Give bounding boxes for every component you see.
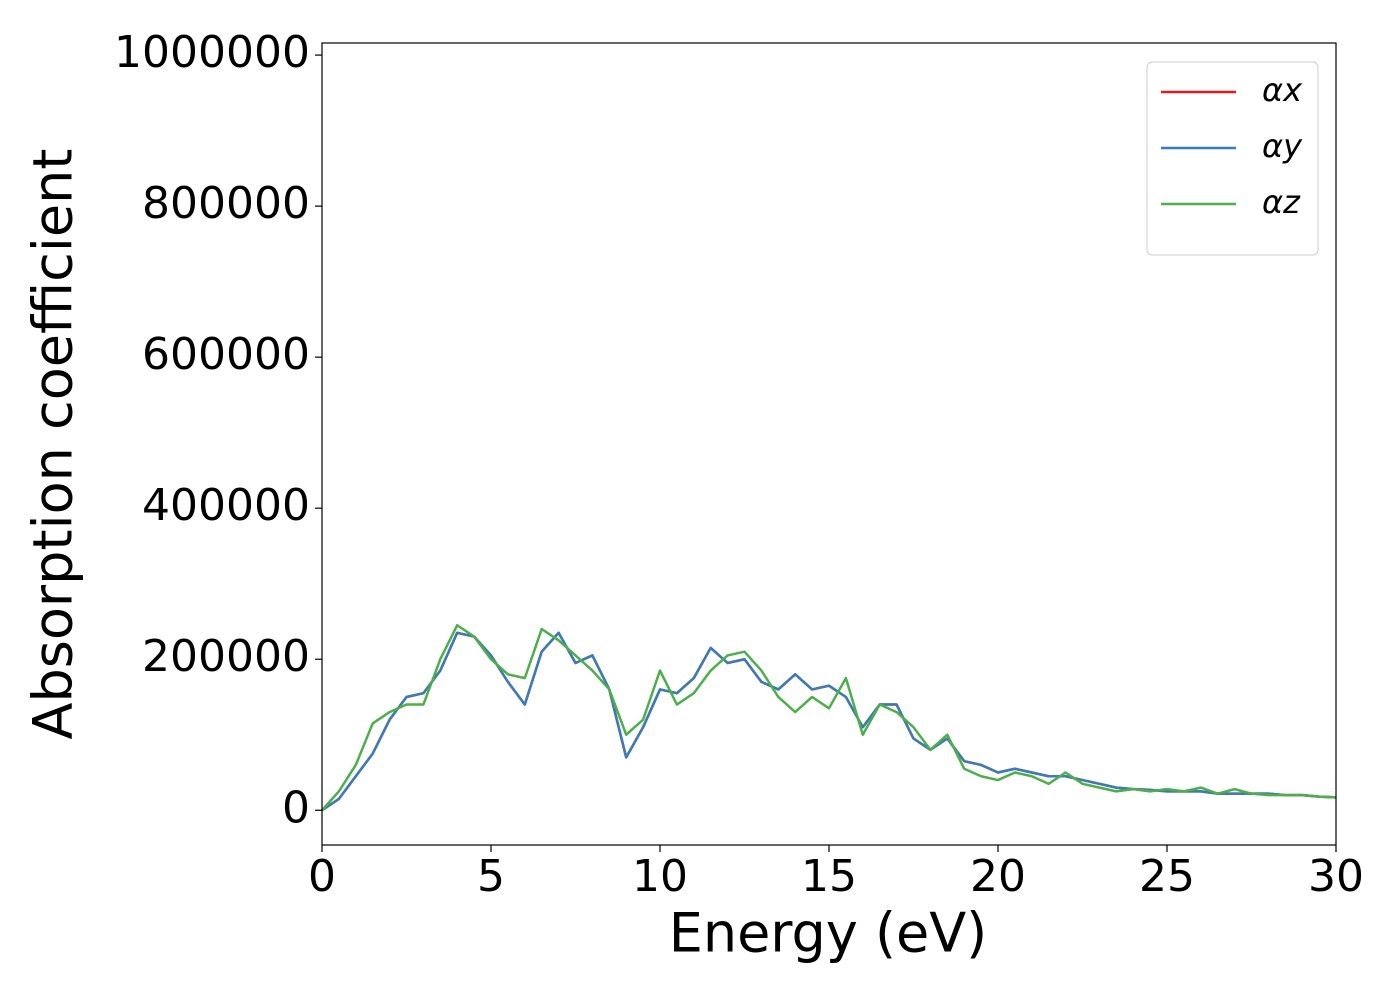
plot-frame [321,42,1337,846]
x-tick-label: 20 [970,851,1026,902]
y-tick-label: 200000 [142,631,310,682]
x-tick-label: 0 [308,851,336,902]
legend-box [1146,61,1319,256]
y-tick-label: 0 [282,782,310,833]
data-line [321,631,1337,812]
x-axis-label: Energy (eV) [669,902,988,965]
legend-label: αz [1262,183,1301,221]
y-axis-label: Absorption coefficient [22,149,85,740]
y-tick-label: 400000 [142,480,310,531]
x-tick-label: 15 [801,851,857,902]
legend-label: αy [1262,127,1303,165]
x-tick-label: 25 [1139,851,1195,902]
y-tick-label: 1000000 [114,27,310,78]
data-line [321,623,1337,812]
x-tick-label: 5 [477,851,505,902]
y-tick-label: 800000 [142,178,310,229]
legend-label: αx [1262,71,1303,109]
y-tick-label: 600000 [142,329,310,380]
x-tick-label: 10 [632,851,688,902]
x-tick-label: 30 [1308,851,1364,902]
